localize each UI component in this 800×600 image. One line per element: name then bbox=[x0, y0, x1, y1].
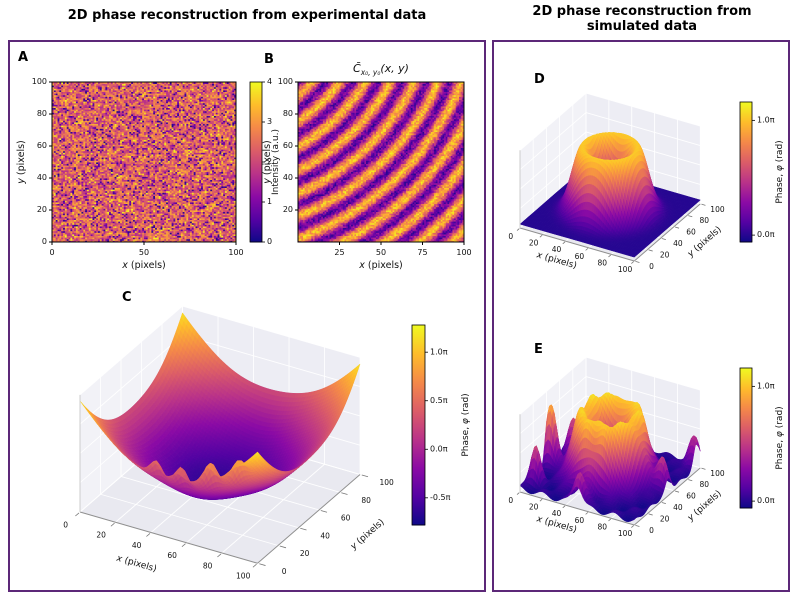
reconstructed-phase-surface bbox=[494, 330, 788, 590]
simulated-section-title: 2D phase reconstruction from simulated d… bbox=[492, 4, 792, 34]
experimental-panel-box: A B C bbox=[8, 40, 486, 592]
panel-label-a: A bbox=[18, 50, 29, 65]
panel-label-d: D bbox=[534, 72, 545, 87]
intensity-speckle-heatmap bbox=[10, 48, 282, 276]
panel-label-b: B bbox=[264, 52, 274, 67]
panel-label-c: C bbox=[122, 290, 132, 305]
simulated-phase-surface bbox=[494, 60, 788, 328]
simulated-title-line2: simulated data bbox=[586, 19, 698, 34]
panel-label-e: E bbox=[534, 342, 543, 357]
simulated-panel-box: D E bbox=[492, 40, 790, 592]
experimental-phase-surface bbox=[10, 280, 482, 590]
experimental-section-title: 2D phase reconstruction from experimenta… bbox=[67, 8, 427, 23]
correlation-fringes-heatmap bbox=[254, 48, 480, 276]
simulated-title-line1: 2D phase reconstruction from bbox=[532, 4, 752, 19]
